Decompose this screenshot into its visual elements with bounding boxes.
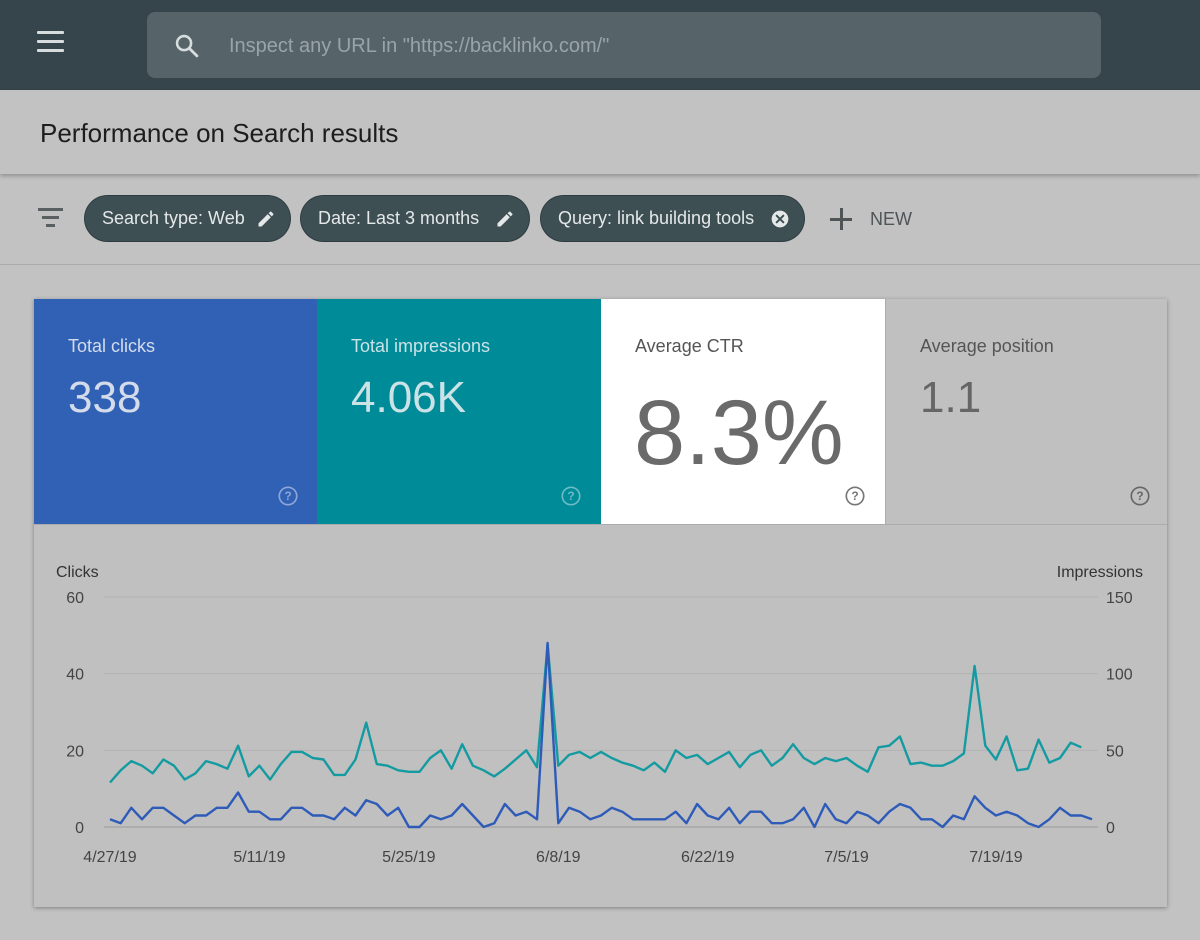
x-tick-label: 6/8/19 xyxy=(536,849,581,866)
search-icon[interactable] xyxy=(173,32,201,60)
performance-chart: 0 20 40 60 0 50 100 150 4/27/19 5/11/19 5/25/19 6/8… xyxy=(34,525,1167,912)
metric-value: 1.1 xyxy=(920,373,982,422)
y-tick-label-right: 0 xyxy=(1106,820,1115,837)
chip-label: Query: link building tools xyxy=(558,208,755,228)
line-layer xyxy=(109,641,1093,829)
y-tick-label-left: 0 xyxy=(75,820,84,837)
x-tick-label: 4/27/19 xyxy=(83,849,136,866)
url-inspection-search[interactable] xyxy=(147,12,1101,80)
metric-label: Total impressions xyxy=(351,336,491,356)
new-filter-button[interactable]: NEW xyxy=(830,204,912,234)
pencil-icon[interactable] xyxy=(495,209,515,229)
filter-chip-search-type[interactable]: Search type: Web xyxy=(85,196,290,241)
metric-value: 8.3% xyxy=(634,382,844,484)
x-tick-label: 7/5/19 xyxy=(824,849,869,866)
y-tick-label-left: 20 xyxy=(66,743,84,760)
filter-chip-query[interactable]: Query: link building tools xyxy=(541,196,804,241)
metric-average-ctr[interactable]: Average CTR 8.3% ? xyxy=(601,299,885,524)
filter-bar: Search type: Web Date: Last 3 months Que… xyxy=(0,174,1200,265)
metric-value: 4.06K xyxy=(351,373,466,422)
metric-average-position[interactable]: Average position 1.1 ? xyxy=(885,299,1167,524)
y-tick-label-right: 100 xyxy=(1106,667,1133,684)
svg-text:?: ? xyxy=(851,489,858,503)
x-tick-label: 6/22/19 xyxy=(681,849,734,866)
top-app-bar xyxy=(0,0,1200,90)
chart-svg: 0 20 40 60 0 50 100 150 4/27/19 5/11/19 5/25/19 6/8… xyxy=(56,564,1143,866)
filter-icon[interactable] xyxy=(38,208,63,232)
svg-text:?: ? xyxy=(284,489,291,503)
series-line-impressions xyxy=(109,643,1082,784)
page-title: Performance on Search results xyxy=(40,118,399,148)
y-axis-label-left: Clicks xyxy=(56,564,99,581)
card-divider xyxy=(34,524,1167,525)
metric-total-clicks[interactable]: Total clicks 338 ? xyxy=(34,299,317,524)
close-circle-icon[interactable] xyxy=(770,209,790,229)
y-axis-label-right: Impressions xyxy=(1057,564,1143,581)
metric-value: 338 xyxy=(68,373,142,422)
url-search-input[interactable] xyxy=(227,12,1071,80)
x-tick-label: 7/19/19 xyxy=(969,849,1022,866)
metric-total-impressions[interactable]: Total impressions 4.06K ? xyxy=(317,299,601,524)
hamburger-menu-icon[interactable] xyxy=(36,31,66,59)
y-tick-label-right: 150 xyxy=(1106,590,1133,607)
grid-layer xyxy=(104,596,1098,828)
y-tick-label-right: 50 xyxy=(1106,743,1124,760)
metric-label: Average position xyxy=(920,336,1054,356)
svg-text:?: ? xyxy=(1136,489,1143,503)
new-filter-label: NEW xyxy=(870,208,912,229)
help-icon[interactable]: ? xyxy=(1129,485,1151,507)
y-tick-label-left: 60 xyxy=(66,590,84,607)
plus-icon xyxy=(830,208,852,230)
metric-label: Average CTR xyxy=(635,336,744,356)
metric-label: Total clicks xyxy=(68,336,156,356)
chip-label: Date: Last 3 months xyxy=(318,208,480,228)
performance-card: Total clicks 338 ? Total impressions 4.0… xyxy=(34,299,1167,907)
y-tick-label-left: 40 xyxy=(66,667,84,684)
series-line-clicks xyxy=(109,641,1093,829)
page-header: Performance on Search results xyxy=(0,90,1200,174)
pencil-icon[interactable] xyxy=(256,209,276,229)
tick-layer: 0 20 40 60 0 50 100 150 4/27/19 5/11/19 5/25/19 6/8… xyxy=(66,590,1133,866)
help-icon[interactable]: ? xyxy=(844,485,866,507)
x-tick-label: 5/25/19 xyxy=(382,849,435,866)
svg-text:?: ? xyxy=(567,489,574,503)
filter-chip-date[interactable]: Date: Last 3 months xyxy=(301,196,529,241)
help-icon[interactable]: ? xyxy=(277,485,299,507)
chip-label: Search type: Web xyxy=(102,208,245,228)
help-icon[interactable]: ? xyxy=(560,485,582,507)
x-tick-label: 5/11/19 xyxy=(233,849,285,866)
